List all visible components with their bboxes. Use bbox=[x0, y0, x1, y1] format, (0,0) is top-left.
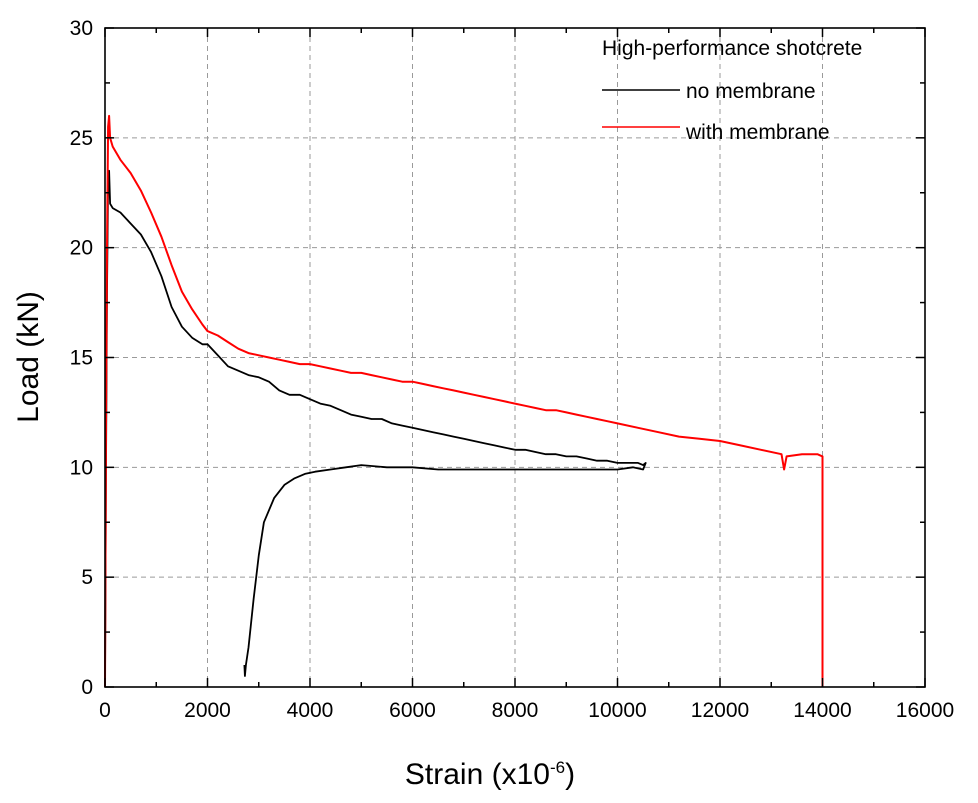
x-tick-label: 10000 bbox=[588, 699, 646, 722]
x-axis-title: Strain (x10-6) bbox=[405, 758, 575, 791]
legend-label-with-membrane: with membrane bbox=[685, 121, 830, 144]
legend-title: High-performance shotcrete bbox=[602, 37, 862, 60]
y-tick-label: 25 bbox=[70, 127, 93, 150]
y-tick-label: 15 bbox=[70, 347, 93, 370]
series-line-no-membrane bbox=[104, 169, 647, 688]
x-tick-label: 14000 bbox=[793, 699, 851, 722]
x-tick-label: 12000 bbox=[691, 699, 749, 722]
x-tick-label: 16000 bbox=[896, 699, 954, 722]
x-tick-label: 6000 bbox=[389, 699, 436, 722]
y-tick-label: 10 bbox=[70, 456, 93, 479]
series-lines bbox=[104, 114, 824, 688]
x-tick-label: 4000 bbox=[287, 699, 334, 722]
y-tick-label: 20 bbox=[70, 237, 93, 260]
legend: High-performance shotcrete no membrane w… bbox=[602, 37, 862, 144]
y-axis-title: Load (kN) bbox=[12, 291, 45, 423]
legend-label-no-membrane: no membrane bbox=[686, 80, 816, 103]
x-tick-label: 0 bbox=[99, 699, 111, 722]
x-tick-label: 8000 bbox=[492, 699, 539, 722]
x-tick-label: 2000 bbox=[184, 699, 231, 722]
axis-ticks: 0 2000 4000 6000 8000 10000 12000 14000 16000 0 5 1… bbox=[70, 17, 955, 722]
y-tick-label: 0 bbox=[81, 676, 93, 699]
series-line-with-membrane bbox=[104, 114, 824, 688]
y-tick-label: 30 bbox=[70, 17, 93, 40]
y-tick-label: 5 bbox=[81, 566, 93, 589]
